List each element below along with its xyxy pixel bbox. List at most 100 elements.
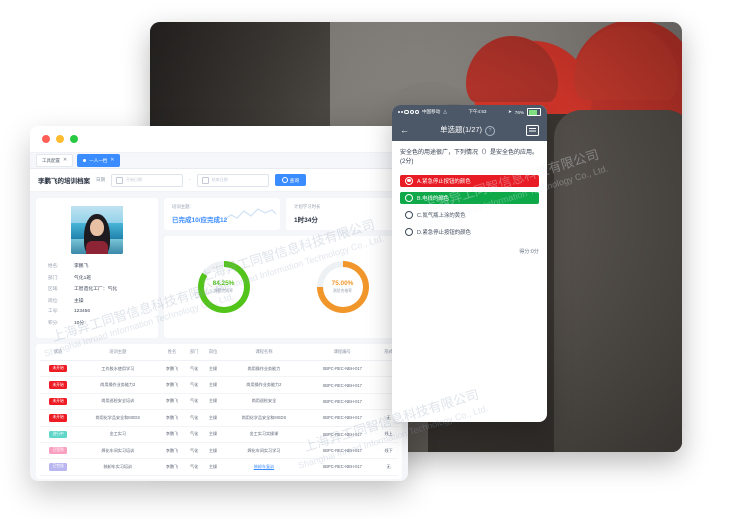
help-icon[interactable]: ? — [485, 125, 496, 136]
profile-field-name: 姓名: 李鹏飞 — [48, 262, 152, 269]
cell-dept: 气化 — [184, 360, 204, 378]
end-date-placeholder: 结束日期 — [211, 177, 228, 182]
status-badge: 已签到 — [48, 446, 68, 455]
clock-label: 下午4:53 — [468, 109, 487, 114]
tab-one-person-one-file[interactable]: 一人一档 ✕ — [77, 154, 121, 167]
donut-course-completion: 84.25% 课题完成率 — [197, 261, 250, 313]
th-course: 课程名称 — [222, 344, 306, 361]
tab-tool-config[interactable]: 工具配置 ✕ — [36, 154, 74, 167]
end-date-input[interactable]: 结束日期 — [196, 173, 269, 187]
quiz-score: 得分:0分 — [519, 248, 539, 255]
quiz-body: 安全色的用途很广，下列情况（）是安全色的应用。(2分) A.紧急停止按钮的颜色 … — [392, 141, 547, 263]
tab-label: 一人一档 — [89, 158, 108, 163]
stat-label: 培训主题: — [172, 204, 191, 209]
cell-post: 主操 — [203, 458, 223, 476]
cell-topic: 岗用巡检安全培训 — [76, 393, 160, 411]
table-row[interactable]: 未开始 工作胶水使用学习 李鹏飞 气化 主操 岗用操作业务能力 SBPC-REC… — [40, 360, 398, 378]
start-date-input[interactable]: 开始日期 — [111, 173, 183, 187]
cell-name: 李鹏飞 — [159, 426, 185, 443]
tab-close-icon[interactable]: ✕ — [110, 157, 115, 163]
calendar-icon — [116, 176, 123, 184]
stat-planned-duration: 计划学习时长 1时34分 — [286, 198, 402, 230]
field-value: 气化1班 — [74, 275, 92, 281]
table-row[interactable]: 未开始 岗用化学品安全和MSDS 李鹏飞 气化 主操 岗用化学品安全和MSDS … — [40, 409, 398, 427]
sparkline-chart — [224, 208, 276, 221]
phone-status-bar: 中国移动 △ 下午4:53 ➤ 76% — [392, 105, 547, 119]
profile-field-points: 积分: 10分 — [48, 319, 152, 326]
cell-name: 李鹏飞 — [159, 409, 185, 427]
table-row[interactable]: 进行中 金工实习 李鹏飞 气化 主操 金工实习实操课 SBPC-REC-NBH-… — [40, 426, 398, 443]
desktop-window: 工具配置 ✕ 一人一档 ✕ 李鹏飞的培训档案 日期 开始日期 - 结束日期 — [30, 126, 408, 481]
signal-icon — [398, 109, 419, 115]
battery-icon — [527, 108, 541, 116]
cell-code: SBPC-REC-NBH-017 — [305, 458, 380, 476]
field-key: 工号: — [48, 308, 59, 313]
cell-dept: 气化 — [184, 393, 204, 411]
stat-value: 1时34分 — [294, 217, 318, 224]
table-row[interactable]: 已完成 装卸车实习培训 李鹏飞 气化 主操 装卸车复训 SBPC-REC-NBH… — [40, 458, 398, 476]
cell-name: 李鹏飞 — [159, 458, 185, 476]
quiz-option-b[interactable]: B.电线的颜色 — [400, 191, 539, 204]
table-row[interactable]: 未开始 岗用操作业务能力2 李鹏飞 气化 主操 岗用操作业务能力2 SBPC-R… — [40, 376, 398, 394]
profile-field-area: 区域: 工智造化工厂：气化 — [48, 285, 152, 292]
status-badge: 进行中 — [48, 430, 68, 438]
table-body: 未开始 工作胶水使用学习 李鹏飞 气化 主操 岗用操作业务能力 SBPC-REC… — [40, 360, 398, 476]
cell-topic: 焊化车间实习培训 — [76, 442, 160, 460]
radio-icon — [405, 176, 413, 185]
quiz-option-a[interactable]: A.紧急停止按钮的颜色 — [400, 174, 539, 187]
field-value: 123456 — [74, 309, 91, 314]
radio-icon — [405, 227, 413, 236]
cell-course: 焊化车间实习学习 — [222, 442, 306, 460]
table-row[interactable]: 已签到 焊化车间实习培训 李鹏飞 气化 主操 焊化车间实习学习 SBPC-REC… — [40, 442, 398, 460]
cell-form: 线上 — [379, 426, 398, 443]
cell-code: SBPC-REC-NBH-017 — [305, 442, 380, 460]
profile-field-employee-id: 工号: 123456 — [48, 308, 152, 314]
search-button[interactable]: 查询 — [274, 174, 307, 186]
card-icon[interactable] — [526, 124, 539, 136]
window-minimize-button[interactable] — [56, 135, 64, 143]
th-status: 状态 — [40, 344, 77, 361]
cell-code: SBPC-REC-NBH-017 — [305, 426, 380, 443]
search-button-label: 查询 — [289, 178, 300, 184]
quiz-option-d[interactable]: D.紧急停止按钮的颜色 — [400, 226, 539, 238]
table-row[interactable]: 未开始 岗用巡检安全培训 李鹏飞 气化 主操 岗用巡检安全 SBPC-REC-N… — [40, 393, 398, 411]
search-icon — [281, 177, 288, 183]
donut-chart-group: 84.25% 课题完成率 75.00% 测验合格率 — [164, 236, 402, 338]
cell-course-link[interactable]: 装卸车复训 — [222, 458, 306, 476]
battery-percent: 76% — [514, 109, 524, 115]
cell-course: 岗用操作业务能力2 — [222, 376, 306, 394]
window-maximize-button[interactable] — [70, 135, 78, 143]
back-arrow-icon[interactable]: ← — [400, 125, 409, 135]
cell-name: 李鹏飞 — [159, 393, 185, 411]
cell-name: 李鹏飞 — [159, 376, 185, 394]
option-label: D.紧急停止按钮的颜色 — [417, 229, 471, 236]
field-value: 主操 — [74, 298, 84, 304]
cell-post: 主操 — [203, 409, 223, 427]
phone-navbar: ← 单选题(1/27)? — [392, 119, 547, 141]
cell-dept: 气化 — [184, 376, 204, 394]
carrier-label: 中国移动 — [421, 109, 441, 114]
field-value: 工智造化工厂：气化 — [74, 287, 118, 292]
cell-form: 无 — [379, 458, 398, 476]
field-key: 姓名: — [48, 263, 59, 268]
stat-training-topic: 培训主题: 已完成10/应完成12 — [164, 198, 280, 230]
tab-close-icon[interactable]: ✕ — [63, 157, 68, 163]
cell-code: SBPC-REC-NBH-017 — [305, 393, 380, 411]
training-records-table: 状态 培训主题 姓名 部门 岗位 课程名称 课程编号 形式 未开始 — [36, 344, 402, 479]
option-label: C.氮气瓶上涂的黄色 — [417, 212, 466, 219]
window-close-button[interactable] — [42, 135, 50, 143]
th-code: 课程编号 — [305, 344, 380, 361]
status-badge: 未开始 — [48, 397, 68, 406]
cell-course: 岗用巡检安全 — [222, 393, 306, 411]
status-badge: 未开始 — [48, 414, 68, 422]
stat-label: 计划学习时长 — [294, 204, 321, 209]
window-titlebar — [30, 126, 408, 153]
cell-dept: 气化 — [184, 409, 204, 427]
quiz-option-c[interactable]: C.氮气瓶上涂的黄色 — [400, 209, 539, 221]
tab-active-dot-icon — [83, 159, 87, 162]
cell-course: 金工实习实操课 — [222, 426, 306, 443]
field-key: 部门: — [48, 274, 59, 280]
status-badge: 未开始 — [48, 365, 68, 373]
field-value: 李鹏飞 — [74, 264, 89, 269]
donut-test-pass-rate: 75.00% 测验合格率 — [316, 261, 369, 313]
